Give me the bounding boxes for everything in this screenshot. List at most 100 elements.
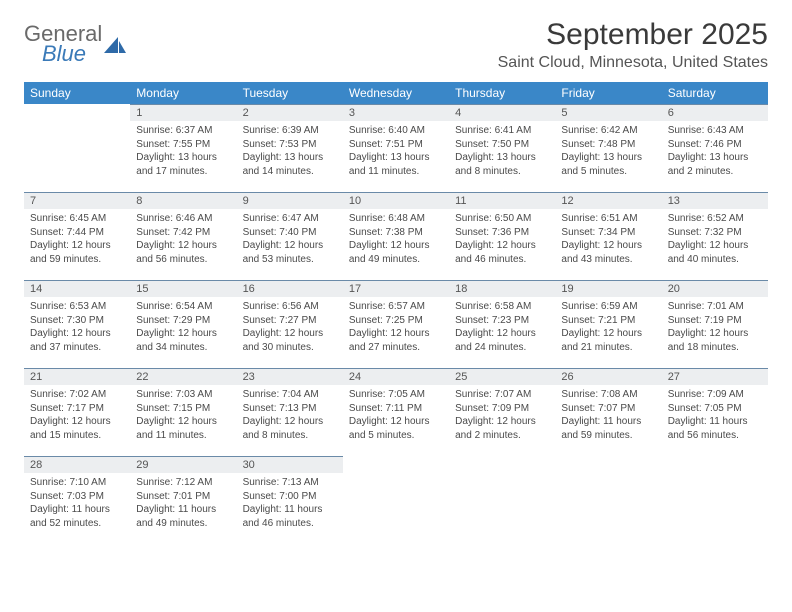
sunset-text: Sunset: 7:55 PM bbox=[136, 138, 230, 152]
sunrise-text: Sunrise: 6:53 AM bbox=[30, 300, 124, 314]
weekday-header: Thursday bbox=[449, 82, 555, 104]
day-number: 20 bbox=[662, 280, 768, 297]
calendar-day-cell: 24Sunrise: 7:05 AMSunset: 7:11 PMDayligh… bbox=[343, 368, 449, 456]
daylight-text: Daylight: 13 hours and 11 minutes. bbox=[349, 151, 443, 178]
weekday-header: Sunday bbox=[24, 82, 130, 104]
sunrise-text: Sunrise: 6:57 AM bbox=[349, 300, 443, 314]
day-body: Sunrise: 6:41 AMSunset: 7:50 PMDaylight:… bbox=[449, 121, 555, 182]
day-body: Sunrise: 6:43 AMSunset: 7:46 PMDaylight:… bbox=[662, 121, 768, 182]
sunset-text: Sunset: 7:25 PM bbox=[349, 314, 443, 328]
calendar-day-cell: 1Sunrise: 6:37 AMSunset: 7:55 PMDaylight… bbox=[130, 104, 236, 192]
sunset-text: Sunset: 7:29 PM bbox=[136, 314, 230, 328]
day-number: 9 bbox=[237, 192, 343, 209]
calendar-week-row: 14Sunrise: 6:53 AMSunset: 7:30 PMDayligh… bbox=[24, 280, 768, 368]
daylight-text: Daylight: 12 hours and 8 minutes. bbox=[243, 415, 337, 442]
daylight-text: Daylight: 12 hours and 18 minutes. bbox=[668, 327, 762, 354]
day-number: 18 bbox=[449, 280, 555, 297]
calendar-day-cell bbox=[24, 104, 130, 192]
day-body: Sunrise: 7:10 AMSunset: 7:03 PMDaylight:… bbox=[24, 473, 130, 534]
logo-blue: Blue bbox=[42, 44, 102, 64]
logo: General Blue bbox=[24, 24, 126, 64]
day-number: 7 bbox=[24, 192, 130, 209]
calendar-day-cell: 9Sunrise: 6:47 AMSunset: 7:40 PMDaylight… bbox=[237, 192, 343, 280]
calendar-day-cell: 19Sunrise: 6:59 AMSunset: 7:21 PMDayligh… bbox=[555, 280, 661, 368]
sunrise-text: Sunrise: 6:45 AM bbox=[30, 212, 124, 226]
calendar-week-row: 1Sunrise: 6:37 AMSunset: 7:55 PMDaylight… bbox=[24, 104, 768, 192]
day-body: Sunrise: 6:56 AMSunset: 7:27 PMDaylight:… bbox=[237, 297, 343, 358]
sunrise-text: Sunrise: 6:39 AM bbox=[243, 124, 337, 138]
month-title: September 2025 bbox=[498, 18, 768, 52]
day-body: Sunrise: 7:01 AMSunset: 7:19 PMDaylight:… bbox=[662, 297, 768, 358]
calendar-day-cell: 28Sunrise: 7:10 AMSunset: 7:03 PMDayligh… bbox=[24, 456, 130, 544]
sunset-text: Sunset: 7:13 PM bbox=[243, 402, 337, 416]
day-body: Sunrise: 6:47 AMSunset: 7:40 PMDaylight:… bbox=[237, 209, 343, 270]
daylight-text: Daylight: 12 hours and 15 minutes. bbox=[30, 415, 124, 442]
day-body: Sunrise: 7:05 AMSunset: 7:11 PMDaylight:… bbox=[343, 385, 449, 446]
sunset-text: Sunset: 7:00 PM bbox=[243, 490, 337, 504]
sunset-text: Sunset: 7:44 PM bbox=[30, 226, 124, 240]
day-number: 17 bbox=[343, 280, 449, 297]
title-block: September 2025 Saint Cloud, Minnesota, U… bbox=[498, 18, 768, 72]
calendar-day-cell bbox=[343, 456, 449, 544]
weekday-header: Monday bbox=[130, 82, 236, 104]
daylight-text: Daylight: 12 hours and 59 minutes. bbox=[30, 239, 124, 266]
day-body: Sunrise: 6:37 AMSunset: 7:55 PMDaylight:… bbox=[130, 121, 236, 182]
calendar-week-row: 7Sunrise: 6:45 AMSunset: 7:44 PMDaylight… bbox=[24, 192, 768, 280]
day-body: Sunrise: 6:51 AMSunset: 7:34 PMDaylight:… bbox=[555, 209, 661, 270]
day-number: 24 bbox=[343, 368, 449, 385]
calendar-table: Sunday Monday Tuesday Wednesday Thursday… bbox=[24, 82, 768, 544]
daylight-text: Daylight: 11 hours and 46 minutes. bbox=[243, 503, 337, 530]
weekday-header: Friday bbox=[555, 82, 661, 104]
calendar-day-cell: 5Sunrise: 6:42 AMSunset: 7:48 PMDaylight… bbox=[555, 104, 661, 192]
day-number: 15 bbox=[130, 280, 236, 297]
sunset-text: Sunset: 7:09 PM bbox=[455, 402, 549, 416]
calendar-day-cell: 30Sunrise: 7:13 AMSunset: 7:00 PMDayligh… bbox=[237, 456, 343, 544]
day-body: Sunrise: 7:13 AMSunset: 7:00 PMDaylight:… bbox=[237, 473, 343, 534]
day-number: 29 bbox=[130, 456, 236, 473]
sunrise-text: Sunrise: 7:03 AM bbox=[136, 388, 230, 402]
sunrise-text: Sunrise: 7:01 AM bbox=[668, 300, 762, 314]
day-number: 5 bbox=[555, 104, 661, 121]
day-body: Sunrise: 7:09 AMSunset: 7:05 PMDaylight:… bbox=[662, 385, 768, 446]
sunrise-text: Sunrise: 7:10 AM bbox=[30, 476, 124, 490]
day-number: 19 bbox=[555, 280, 661, 297]
weekday-header: Wednesday bbox=[343, 82, 449, 104]
day-body: Sunrise: 7:07 AMSunset: 7:09 PMDaylight:… bbox=[449, 385, 555, 446]
sunrise-text: Sunrise: 6:54 AM bbox=[136, 300, 230, 314]
sunset-text: Sunset: 7:07 PM bbox=[561, 402, 655, 416]
calendar-day-cell: 10Sunrise: 6:48 AMSunset: 7:38 PMDayligh… bbox=[343, 192, 449, 280]
daylight-text: Daylight: 11 hours and 56 minutes. bbox=[668, 415, 762, 442]
daylight-text: Daylight: 13 hours and 14 minutes. bbox=[243, 151, 337, 178]
sunset-text: Sunset: 7:05 PM bbox=[668, 402, 762, 416]
day-body: Sunrise: 6:46 AMSunset: 7:42 PMDaylight:… bbox=[130, 209, 236, 270]
calendar-day-cell: 22Sunrise: 7:03 AMSunset: 7:15 PMDayligh… bbox=[130, 368, 236, 456]
calendar-day-cell: 23Sunrise: 7:04 AMSunset: 7:13 PMDayligh… bbox=[237, 368, 343, 456]
day-body: Sunrise: 6:53 AMSunset: 7:30 PMDaylight:… bbox=[24, 297, 130, 358]
sunset-text: Sunset: 7:40 PM bbox=[243, 226, 337, 240]
sunset-text: Sunset: 7:46 PM bbox=[668, 138, 762, 152]
sunset-text: Sunset: 7:19 PM bbox=[668, 314, 762, 328]
sunrise-text: Sunrise: 7:02 AM bbox=[30, 388, 124, 402]
sunrise-text: Sunrise: 6:56 AM bbox=[243, 300, 337, 314]
sunrise-text: Sunrise: 6:37 AM bbox=[136, 124, 230, 138]
calendar-day-cell: 15Sunrise: 6:54 AMSunset: 7:29 PMDayligh… bbox=[130, 280, 236, 368]
sunrise-text: Sunrise: 6:42 AM bbox=[561, 124, 655, 138]
location: Saint Cloud, Minnesota, United States bbox=[498, 54, 768, 72]
day-number: 13 bbox=[662, 192, 768, 209]
daylight-text: Daylight: 12 hours and 53 minutes. bbox=[243, 239, 337, 266]
day-number: 2 bbox=[237, 104, 343, 121]
calendar-day-cell bbox=[662, 456, 768, 544]
sunset-text: Sunset: 7:42 PM bbox=[136, 226, 230, 240]
sunrise-text: Sunrise: 7:05 AM bbox=[349, 388, 443, 402]
weekday-header-row: Sunday Monday Tuesday Wednesday Thursday… bbox=[24, 82, 768, 104]
day-number: 1 bbox=[130, 104, 236, 121]
calendar-day-cell: 6Sunrise: 6:43 AMSunset: 7:46 PMDaylight… bbox=[662, 104, 768, 192]
day-number: 21 bbox=[24, 368, 130, 385]
sunrise-text: Sunrise: 6:51 AM bbox=[561, 212, 655, 226]
sunset-text: Sunset: 7:50 PM bbox=[455, 138, 549, 152]
daylight-text: Daylight: 12 hours and 30 minutes. bbox=[243, 327, 337, 354]
sunrise-text: Sunrise: 6:50 AM bbox=[455, 212, 549, 226]
calendar-week-row: 21Sunrise: 7:02 AMSunset: 7:17 PMDayligh… bbox=[24, 368, 768, 456]
calendar-day-cell: 3Sunrise: 6:40 AMSunset: 7:51 PMDaylight… bbox=[343, 104, 449, 192]
weekday-header: Tuesday bbox=[237, 82, 343, 104]
